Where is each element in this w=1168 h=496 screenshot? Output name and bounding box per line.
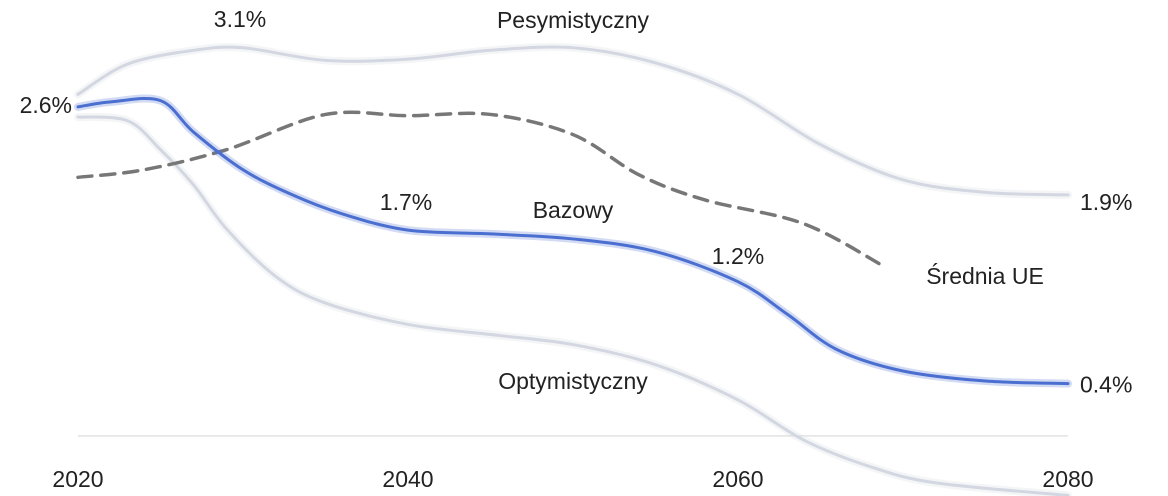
annotation: 1.7%: [380, 189, 432, 215]
x-tick-label: 2060: [712, 466, 763, 492]
series-label: Bazowy: [533, 197, 614, 223]
x-tick-label: 2040: [382, 466, 433, 492]
series-label: Średnia UE: [926, 262, 1044, 289]
series-label: Pesymistyczny: [497, 7, 650, 33]
annotation: 1.9%: [1080, 189, 1132, 215]
x-tick-label: 2020: [52, 466, 103, 492]
line: [76, 45, 1070, 197]
annotation: 3.1%: [214, 6, 266, 32]
annotation: 2.6%: [20, 92, 72, 118]
annotation: 0.4%: [1080, 372, 1132, 398]
series-label: Optymistyczny: [498, 368, 648, 394]
annotation: 1.2%: [712, 243, 764, 269]
line: [76, 110, 889, 270]
line-halo: [74, 43, 1072, 199]
line-halo: [74, 112, 1072, 496]
line: [76, 115, 1070, 496]
x-tick-label: 2080: [1042, 466, 1093, 492]
line: [76, 97, 1070, 386]
